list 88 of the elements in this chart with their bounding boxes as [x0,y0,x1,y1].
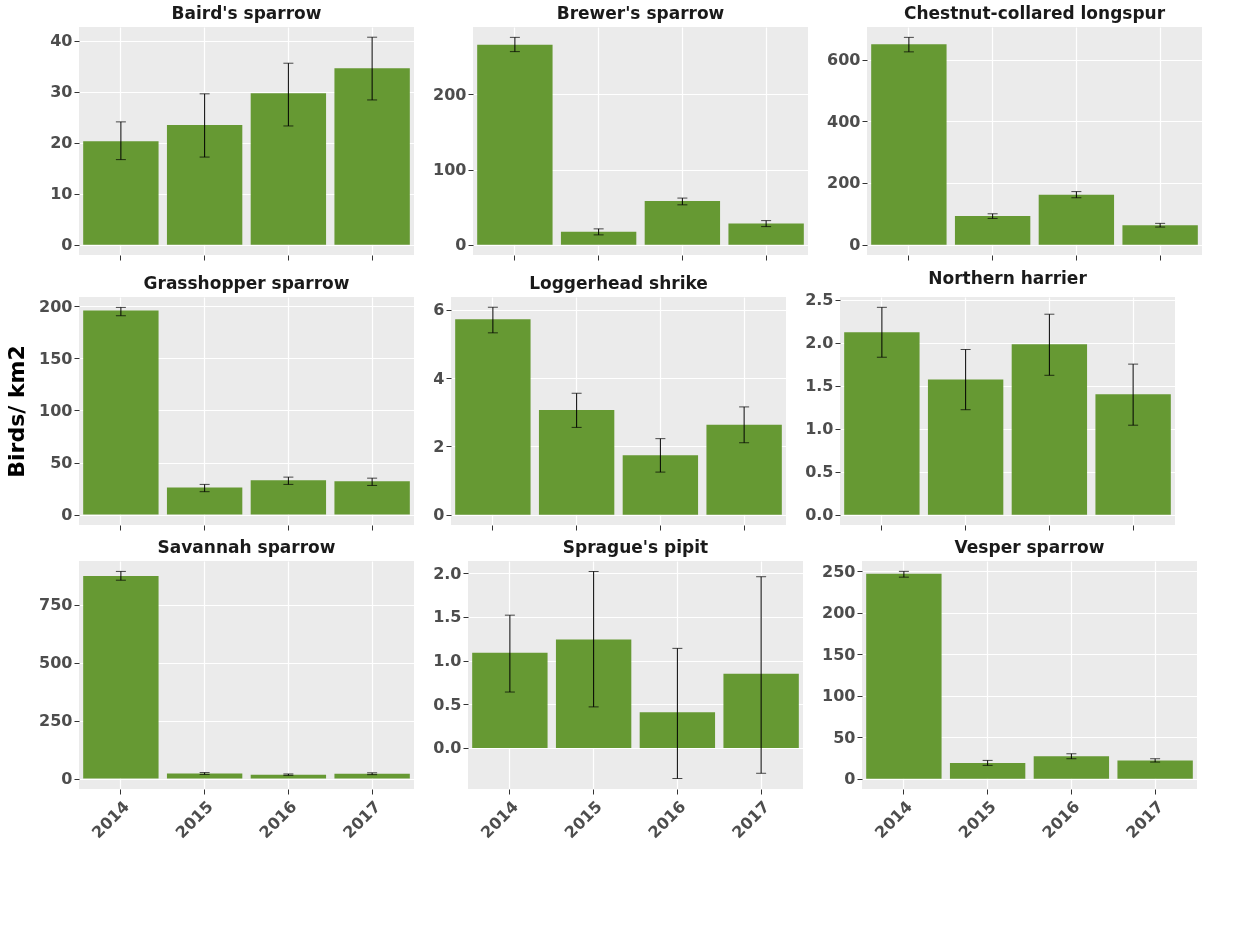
bar [538,409,615,515]
bar [83,576,159,779]
y-tick-label: 40 [50,31,73,51]
y-tick-label: 10 [50,184,73,204]
y-tick-label: 1.0 [433,651,462,671]
bar [954,215,1031,245]
y-tick-label: 20 [50,133,73,153]
y-tick-label: 100 [433,160,467,180]
chart-title: Loggerhead shrike [529,273,708,293]
bar [83,141,159,245]
bar [1117,760,1193,779]
y-tick-label: 2.0 [805,333,834,353]
y-tick-label: 0 [455,235,467,255]
y-tick-label: 200 [433,84,467,104]
bar [334,68,410,245]
y-tick-label: 1.5 [805,376,834,396]
bar [1033,756,1110,779]
y-tick-label: 250 [822,561,856,581]
bar [927,379,1004,515]
bar [555,639,632,748]
y-tick-label: 6 [433,300,445,320]
bar [1038,194,1115,245]
bar [250,480,327,515]
bar [477,44,553,245]
bar [871,44,947,245]
bar [1095,394,1171,515]
y-tick-label: 2 [433,437,445,456]
y-tick-label: 600 [827,50,861,70]
y-tick-label: 200 [827,173,861,193]
bar [334,773,410,779]
bar [472,652,548,748]
chart-title: Chestnut-collared longspur [903,3,1166,23]
y-tick-label: 2.5 [805,290,834,310]
chart-title: Brewer's sparrow [556,3,725,23]
chart-title: Vesper sparrow [954,537,1105,557]
y-tick-label: 50 [833,727,856,747]
bar [166,487,243,515]
y-axis-title: Birds/ km2 [4,345,30,478]
y-tick-label: 1.0 [805,419,834,439]
y-tick-label: 200 [822,603,856,623]
y-tick-label: 0 [61,235,73,255]
y-tick-label: 100 [39,400,73,420]
bar [639,712,716,748]
y-tick-label: 50 [50,453,73,473]
y-tick-label: 0.5 [805,462,834,482]
chart-title: Grasshopper sparrow [143,273,350,293]
bar [949,762,1026,779]
chart-title: Baird's sparrow [171,3,322,23]
bar [455,319,531,515]
chart-title: Sprague's pipit [562,537,709,557]
bar [1122,225,1198,245]
y-tick-label: 1.5 [433,607,462,627]
bar [250,774,327,779]
y-tick-label: 4 [433,368,445,388]
y-tick-label: 750 [39,595,73,615]
bar [166,124,243,245]
y-tick-label: 400 [827,111,861,131]
y-tick-label: 0 [433,505,445,525]
y-tick-label: 0 [844,769,856,789]
y-tick-label: 0 [61,505,73,525]
bar [866,573,942,779]
y-tick-label: 0 [849,235,861,255]
chart-title: Northern harrier [928,267,1088,288]
bar [250,93,327,245]
y-tick-label: 500 [39,653,73,673]
y-tick-label: 150 [822,644,856,664]
y-tick-label: 150 [39,348,73,368]
bar [622,455,699,515]
y-tick-label: 100 [822,686,856,706]
y-tick-label: 0.0 [433,738,462,758]
bar [1011,344,1088,515]
bar [723,673,799,748]
bar [844,332,920,515]
bar [706,424,782,515]
bar [166,773,243,779]
y-tick-label: 2.0 [433,563,462,583]
bar [644,201,721,245]
y-tick-label: 200 [39,296,73,316]
y-tick-label: 0.0 [805,505,834,525]
chart-title: Savannah sparrow [157,537,336,557]
y-tick-label: 250 [39,711,73,731]
y-tick-label: 0 [61,769,73,789]
bar [728,223,804,245]
y-tick-label: 30 [50,82,73,102]
bar [334,481,410,515]
y-tick-label: 0.5 [433,694,462,714]
bar [83,310,159,515]
bar [560,231,637,245]
